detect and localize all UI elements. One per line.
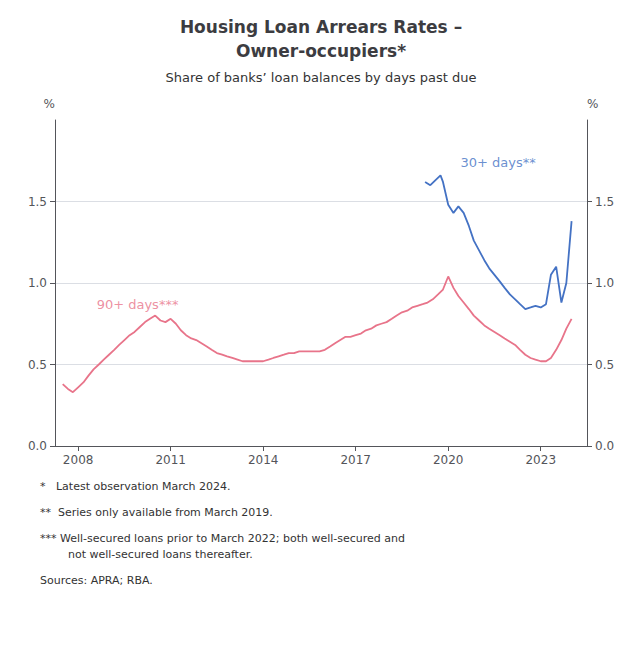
svg-text:2017: 2017: [340, 453, 371, 467]
svg-text:*** Well-secured loans prior t: *** Well-secured loans prior to March 20…: [40, 532, 405, 545]
svg-text:1.0: 1.0: [28, 276, 47, 290]
svg-text:%: %: [587, 97, 598, 111]
svg-text:Owner-occupiers*: Owner-occupiers*: [236, 41, 406, 61]
svg-text:Sources: APRA; RBA.: Sources: APRA; RBA.: [40, 574, 153, 587]
svg-text:90+ days***: 90+ days***: [97, 297, 179, 312]
svg-text:0.5: 0.5: [28, 358, 47, 372]
svg-text:Share of banks’ loan balances: Share of banks’ loan balances by days pa…: [166, 70, 477, 85]
svg-text:not well-secured loans thereaf: not well-secured loans thereafter.: [40, 548, 253, 561]
svg-text:0.0: 0.0: [28, 439, 47, 453]
svg-text:Housing Loan Arrears Rates –: Housing Loan Arrears Rates –: [180, 17, 462, 37]
svg-text:1.0: 1.0: [595, 276, 614, 290]
svg-text:%: %: [44, 97, 55, 111]
svg-text:1.5: 1.5: [595, 195, 614, 209]
svg-text:2008: 2008: [63, 453, 94, 467]
svg-text:1.5: 1.5: [28, 195, 47, 209]
svg-text:0.0: 0.0: [595, 439, 614, 453]
svg-text:30+ days**: 30+ days**: [461, 155, 537, 170]
svg-text:0.5: 0.5: [595, 358, 614, 372]
svg-text:2014: 2014: [248, 453, 279, 467]
svg-text:2020: 2020: [433, 453, 464, 467]
svg-text:2023: 2023: [525, 453, 556, 467]
svg-text:* Latest observation March 2: * Latest observation March 2024.: [40, 480, 231, 493]
svg-text:** Series only available from: ** Series only available from March 2019…: [40, 506, 273, 519]
svg-text:2011: 2011: [155, 453, 186, 467]
